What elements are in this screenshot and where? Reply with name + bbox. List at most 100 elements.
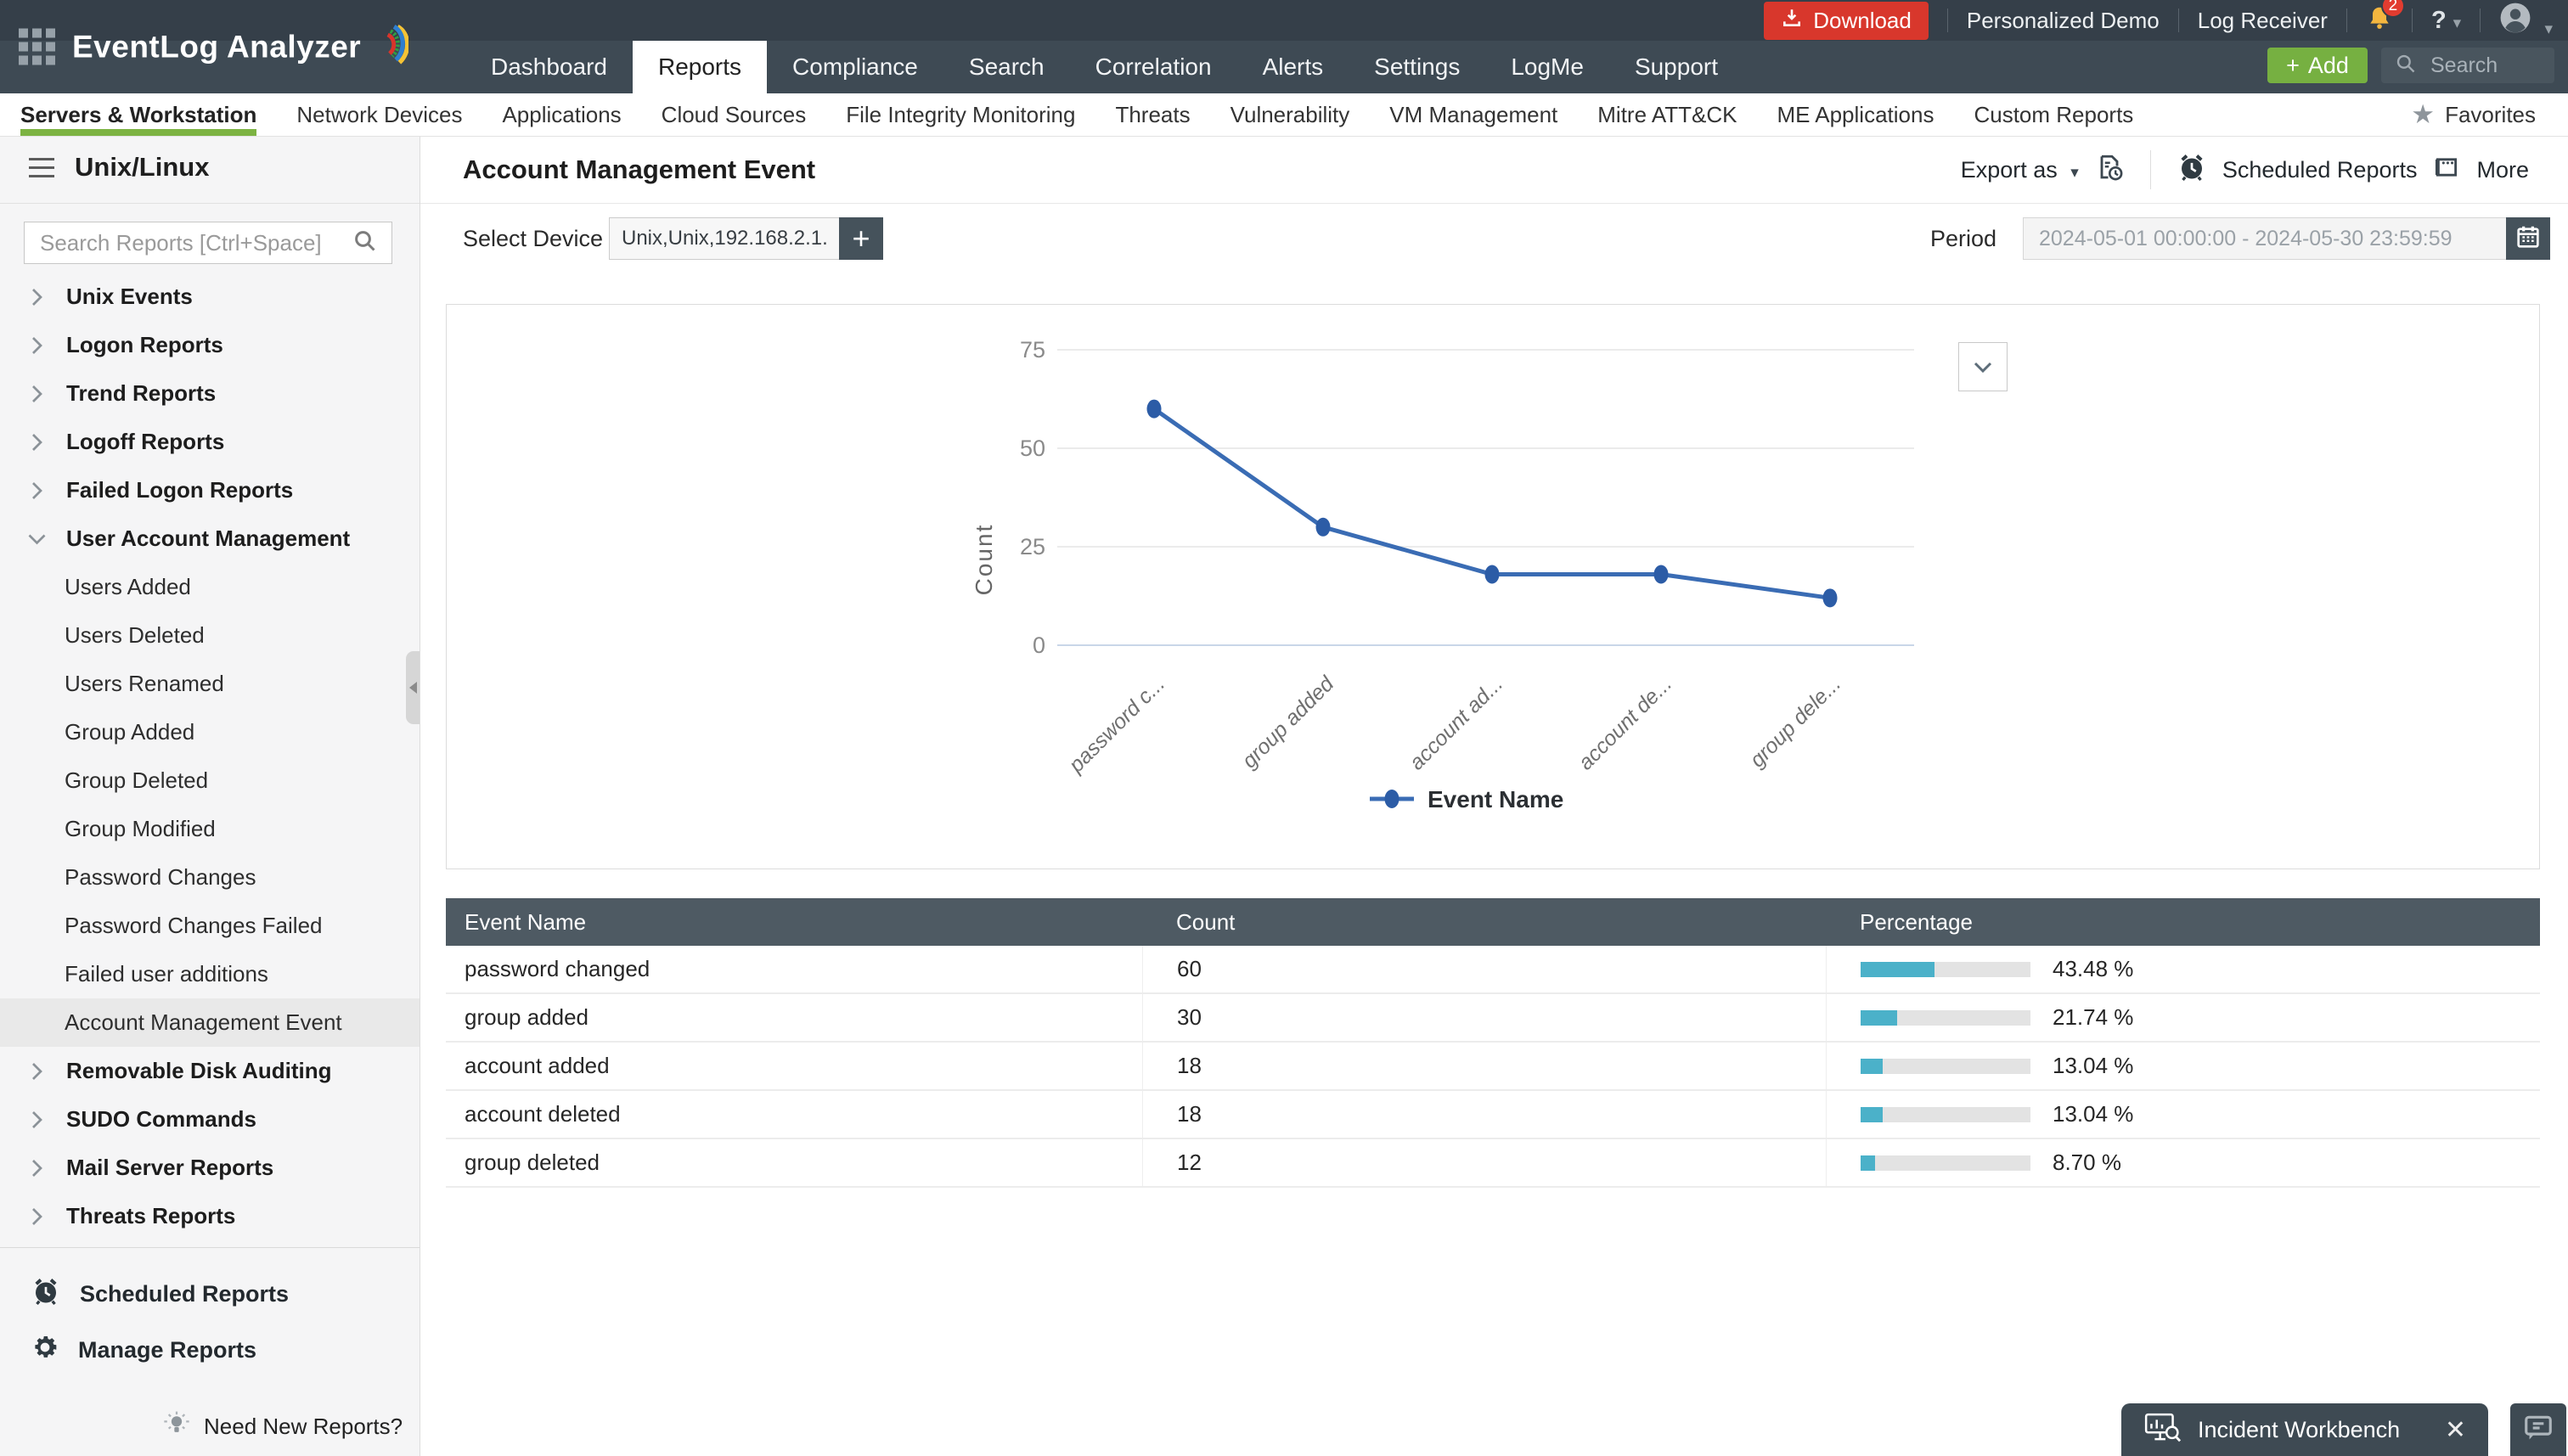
close-icon[interactable]: ✕ xyxy=(2444,1415,2466,1444)
tab-correlation[interactable]: Correlation xyxy=(1095,53,1212,80)
global-search-input[interactable] xyxy=(2429,52,2534,79)
tab-logme[interactable]: LogMe xyxy=(1511,53,1584,80)
sidebar-scheduled-reports[interactable]: Scheduled Reports xyxy=(0,1266,420,1322)
download-button[interactable]: Download xyxy=(1764,1,1929,40)
percentage-bar-fill xyxy=(1861,1009,1898,1026)
subnav-item-network-devices[interactable]: Network Devices xyxy=(296,101,463,127)
tab-reports[interactable]: Reports xyxy=(632,41,768,93)
favorites-button[interactable]: ★ Favorites xyxy=(2411,99,2536,129)
chevron-right-icon xyxy=(31,1206,66,1227)
sidebar-item-password-changes[interactable]: Password Changes xyxy=(0,853,420,902)
sidebar-header: Unix/Linux xyxy=(29,152,209,183)
scheduled-reports-button[interactable]: Scheduled Reports xyxy=(2222,156,2418,183)
sidebar-item-unix-events[interactable]: Unix Events xyxy=(0,273,420,321)
sidebar-item-label: Failed Logon Reports xyxy=(66,477,294,503)
need-new-reports[interactable]: Need New Reports? xyxy=(0,1400,420,1453)
notifications-button[interactable]: 2 xyxy=(2366,0,2405,37)
sidebar-search[interactable] xyxy=(24,222,392,264)
add-button[interactable]: + Add xyxy=(2267,48,2368,83)
sidebar-search-input[interactable] xyxy=(38,228,352,257)
chart-legend[interactable]: Event Name xyxy=(1370,786,1563,812)
help-menu[interactable]: ? ▾ xyxy=(2430,6,2462,34)
sidebar-item-logon-reports[interactable]: Logon Reports xyxy=(0,321,420,369)
svg-text:account de...: account de... xyxy=(1574,672,1676,774)
subnav-item-file-integrity-monitoring[interactable]: File Integrity Monitoring xyxy=(846,101,1076,127)
chevron-down-icon: ▾ xyxy=(2070,163,2079,182)
brand-title: EventLog Analyzer xyxy=(72,29,362,64)
chart-type-dropdown[interactable] xyxy=(1958,342,2008,391)
sidebar-item-group-deleted[interactable]: Group Deleted xyxy=(0,756,420,805)
sidebar-item-users-added[interactable]: Users Added xyxy=(0,563,420,611)
sidebar-item-removable-disk-auditing[interactable]: Removable Disk Auditing xyxy=(0,1047,420,1095)
subnav-item-servers-workstation[interactable]: Servers & Workstation xyxy=(20,93,257,136)
sidebar-item-failed-user-additions[interactable]: Failed user additions xyxy=(0,950,420,998)
account-menu[interactable]: ▾ xyxy=(2499,2,2553,40)
export-as-button[interactable]: Export as ▾ xyxy=(1960,156,2079,183)
app-grid-icon[interactable] xyxy=(19,28,55,65)
sidebar-item-account-management-event[interactable]: Account Management Event xyxy=(0,998,420,1047)
calendar-button[interactable] xyxy=(2506,217,2550,260)
brand[interactable]: EventLog Analyzer xyxy=(19,24,410,70)
sidebar-item-group-added[interactable]: Group Added xyxy=(0,708,420,756)
sidebar-item-trend-reports[interactable]: Trend Reports xyxy=(0,369,420,418)
more-button[interactable]: More xyxy=(2476,156,2529,183)
report-content: Account Management Event Export as ▾ Sch… xyxy=(420,137,2568,1456)
cell-event-name: group deleted xyxy=(465,1150,600,1175)
tab-alerts[interactable]: Alerts xyxy=(1262,53,1324,80)
sidebar-item-threats-reports[interactable]: Threats Reports xyxy=(0,1192,420,1240)
table-header: Event Name Count Percentage xyxy=(446,898,2540,946)
sidebar-item-label: Group Modified xyxy=(65,816,216,841)
device-input[interactable] xyxy=(609,217,840,260)
percentage-bar-fill xyxy=(1861,1058,1884,1074)
feedback-chat-button[interactable] xyxy=(2510,1403,2566,1456)
sidebar-item-logoff-reports[interactable]: Logoff Reports xyxy=(0,418,420,466)
subnav-item-me-applications[interactable]: ME Applications xyxy=(1777,101,1934,127)
chevron-right-icon xyxy=(31,1061,66,1082)
tab-dashboard[interactable]: Dashboard xyxy=(491,53,607,80)
sidebar-manage-reports[interactable]: Manage Reports xyxy=(0,1322,420,1378)
col-percentage: Percentage xyxy=(1860,908,1973,935)
tab-search[interactable]: Search xyxy=(968,53,1045,80)
subnav-item-vulnerability[interactable]: Vulnerability xyxy=(1230,101,1350,127)
incident-workbench-icon xyxy=(2143,1411,2182,1449)
tab-compliance[interactable]: Compliance xyxy=(792,53,918,80)
global-search[interactable] xyxy=(2381,48,2554,83)
sidebar-item-label: Threats Reports xyxy=(66,1203,236,1228)
subnav-item-cloud-sources[interactable]: Cloud Sources xyxy=(661,101,807,127)
period-label: Period xyxy=(1930,225,1997,251)
incident-workbench-bar[interactable]: Incident Workbench ✕ xyxy=(2121,1403,2488,1456)
percentage-value: 21.74 % xyxy=(2053,1004,2134,1030)
tab-settings[interactable]: Settings xyxy=(1374,53,1461,80)
sidebar-item-failed-logon-reports[interactable]: Failed Logon Reports xyxy=(0,466,420,514)
tab-support[interactable]: Support xyxy=(1634,53,1719,80)
percentage-value: 13.04 % xyxy=(2053,1053,2134,1078)
sidebar-item-user-account-management[interactable]: User Account Management xyxy=(0,514,420,563)
sidebar-collapse-handle[interactable] xyxy=(406,651,420,724)
sidebar-item-label: Group Deleted xyxy=(65,767,209,793)
period-input[interactable] xyxy=(2023,217,2507,260)
subnav-item-threats[interactable]: Threats xyxy=(1115,101,1191,127)
subnav-item-mitre-att-ck[interactable]: Mitre ATT&CK xyxy=(1597,101,1737,127)
sidebar-item-mail-server-reports[interactable]: Mail Server Reports xyxy=(0,1144,420,1192)
table-row-group-added: group added 30 21.74 % xyxy=(446,994,2540,1043)
sidebar-item-sudo-commands[interactable]: SUDO Commands xyxy=(0,1095,420,1144)
sidebar-item-users-renamed[interactable]: Users Renamed xyxy=(0,660,420,708)
brand-logo-swirl-icon xyxy=(378,24,410,70)
menu-icon[interactable] xyxy=(29,157,54,177)
subnav-item-applications[interactable]: Applications xyxy=(502,101,622,127)
svg-text:25: 25 xyxy=(1020,534,1045,559)
sidebar-item-group-modified[interactable]: Group Modified xyxy=(0,805,420,853)
svg-text:group dele...: group dele... xyxy=(1745,672,1845,772)
personalized-demo-link[interactable]: Personalized Demo xyxy=(1966,7,2160,33)
subnav-item-vm-management[interactable]: VM Management xyxy=(1389,101,1558,127)
log-receiver-link[interactable]: Log Receiver xyxy=(2197,7,2328,33)
export-schedule-icon[interactable] xyxy=(2094,152,2125,188)
sidebar-item-password-changes-failed[interactable]: Password Changes Failed xyxy=(0,902,420,950)
divider xyxy=(1946,8,1948,32)
svg-text:group added: group added xyxy=(1237,672,1339,773)
subnav-item-custom-reports[interactable]: Custom Reports xyxy=(1974,101,2134,127)
add-device-button[interactable]: + xyxy=(839,217,883,260)
divider xyxy=(2411,8,2413,32)
sidebar-item-users-deleted[interactable]: Users Deleted xyxy=(0,611,420,660)
download-icon xyxy=(1781,7,1803,35)
